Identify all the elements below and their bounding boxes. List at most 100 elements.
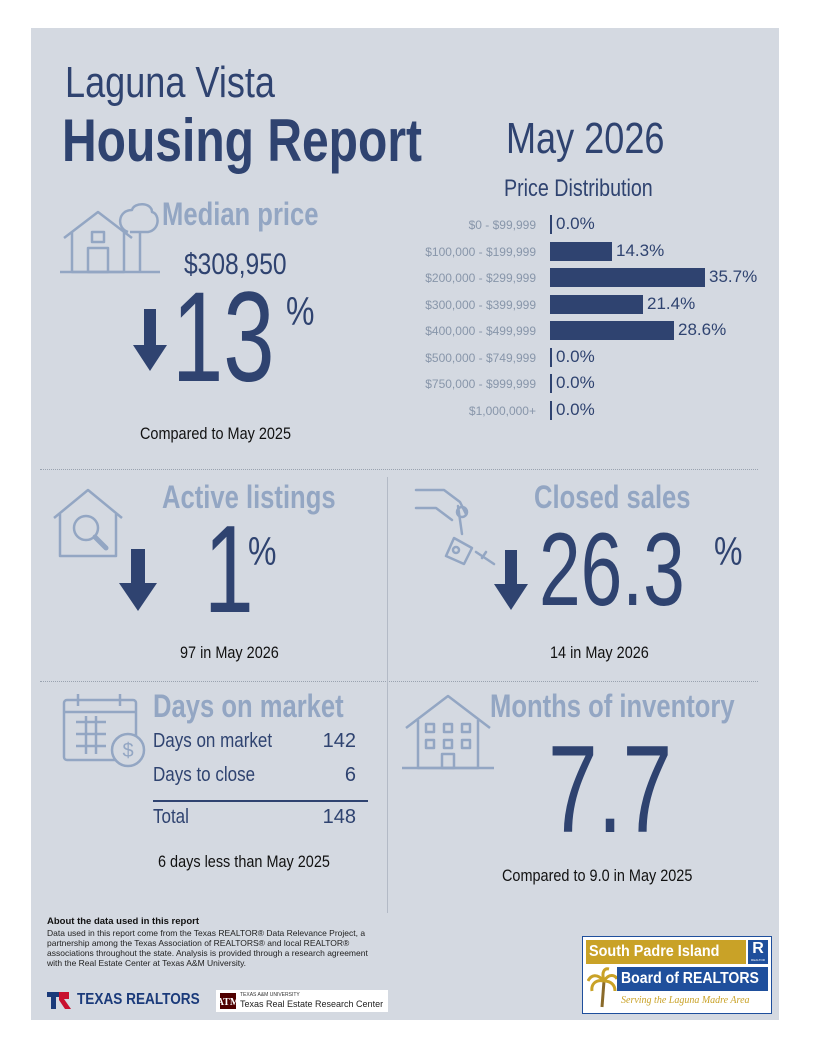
house-tree-icon <box>60 203 160 274</box>
divider-top <box>40 469 758 470</box>
months-inventory-note: Compared to 9.0 in May 2025 <box>502 866 693 885</box>
realtor-r-small: REALTOR <box>751 958 765 962</box>
median-change-number: 13 <box>172 266 275 409</box>
total-rule <box>153 800 368 802</box>
distribution-value-label: 0.0% <box>556 373 595 392</box>
realtor-r-letter: R <box>752 940 764 957</box>
closed-sales-note: 14 in May 2026 <box>550 643 649 662</box>
board-line1: South Padre Island <box>589 943 720 960</box>
closed-change-number: 26.3 <box>539 512 685 628</box>
svg-text:ATM: ATM <box>220 997 236 1008</box>
distribution-bar <box>550 294 643 314</box>
calendar-dollar-icon: $ <box>62 694 146 768</box>
distribution-value-label: 14.3% <box>616 240 665 260</box>
realtor-r-badge: R REALTOR <box>748 940 768 964</box>
median-price-label: Median price <box>162 196 319 232</box>
active-listings-note: 97 in May 2026 <box>180 643 279 662</box>
closed-change-unit: % <box>714 530 743 574</box>
closed-sales-label: Closed sales <box>534 479 691 515</box>
distribution-value-label: 35.7% <box>709 267 758 286</box>
distribution-row: $200,000 - $299,999 35.7% <box>402 265 782 291</box>
board-line2-bg <box>617 967 768 991</box>
distribution-bar <box>550 321 674 340</box>
distribution-bar <box>550 268 705 287</box>
total-row: Total 148 <box>153 806 368 829</box>
distribution-bar <box>550 400 552 420</box>
median-price-value: $308,950 <box>184 248 287 281</box>
atm-mark-icon: ATM <box>220 993 236 1009</box>
median-change-unit: % <box>286 290 315 334</box>
texas-realtors-name: TEXAS REALTORS <box>77 991 201 1008</box>
distribution-row: $1,000,000+ 0.0% <box>402 398 782 424</box>
distribution-tick-label: $200,000 - $299,999 <box>425 271 536 285</box>
tamu-small-label: TEXAS A&M UNIVERSITY <box>240 992 300 998</box>
row-label: Days to close <box>153 764 256 786</box>
table-row: Days on market 142 <box>153 730 368 753</box>
divider-vertical <box>387 477 388 913</box>
board-line1-bg <box>586 940 746 964</box>
distribution-row: $0 - $99,999 0.0% <box>402 212 782 238</box>
days-on-market-note: 6 days less than May 2025 <box>158 852 330 871</box>
days-table: Days on market 142 Days to close 6 Total… <box>153 730 368 830</box>
distribution-tick-label: $400,000 - $499,999 <box>425 324 536 338</box>
report-panel <box>31 28 779 1020</box>
distribution-tick-label: $750,000 - $999,999 <box>425 377 536 391</box>
palm-tree-icon <box>587 967 617 1008</box>
board-tagline: Serving the Laguna Madre Area <box>621 995 750 1006</box>
price-distribution-chart: $0 - $99,999 0.0% $100,000 - $199,999 14.3%… <box>402 212 782 426</box>
distribution-bar <box>550 215 552 234</box>
distribution-bar <box>550 347 552 367</box>
building-icon <box>402 694 494 770</box>
report-period: May 2026 <box>506 114 665 163</box>
table-row: Days to close 6 <box>153 764 368 787</box>
house-search-icon <box>53 488 123 558</box>
divider-middle <box>40 681 758 682</box>
board-line2: Board of REALTORS <box>621 970 759 987</box>
texas-realtors-logo: TEXAS REALTORS <box>47 990 222 1012</box>
report-title: Housing Report <box>62 107 422 174</box>
distribution-row: $500,000 - $749,999 0.0% <box>402 345 782 371</box>
tr-mark-icon <box>47 992 71 1009</box>
distribution-tick-label: $0 - $99,999 <box>468 218 536 232</box>
arrow-down-icon <box>494 550 528 610</box>
days-on-market-label: Days on market <box>153 688 344 724</box>
board-logo: South Padre Island R REALTOR Board of RE… <box>582 936 772 1014</box>
about-section: About the data used in this report Data … <box>47 916 377 968</box>
arrow-down-icon <box>133 309 167 371</box>
tamu-center-label: Texas Real Estate Research Center <box>240 999 384 1009</box>
distribution-value-label: 0.0% <box>556 399 595 419</box>
about-title: About the data used in this report <box>47 916 200 927</box>
distribution-tick-label: $1,000,000+ <box>468 403 536 418</box>
price-distribution-title: Price Distribution <box>504 175 653 202</box>
median-comparison: Compared to May 2025 <box>140 424 292 443</box>
active-change-number: 1 <box>204 501 254 639</box>
months-inventory-label: Months of inventory <box>490 688 735 724</box>
distribution-row: $400,000 - $499,999 28.6% <box>402 318 782 344</box>
total-label: Total <box>153 806 189 828</box>
svg-text:$: $ <box>122 740 133 762</box>
total-value: 148 <box>322 806 356 828</box>
arrow-down-icon <box>119 549 157 611</box>
distribution-bar <box>550 374 552 393</box>
distribution-value-label: 21.4% <box>647 293 696 313</box>
months-inventory-value: 7.7 <box>548 721 673 859</box>
tamu-logo: ATM TEXAS A&M UNIVERSITY Texas Real Esta… <box>216 990 388 1012</box>
distribution-row: $750,000 - $999,999 0.0% <box>402 371 782 397</box>
distribution-bar <box>550 241 612 261</box>
distribution-tick-label: $100,000 - $199,999 <box>425 244 536 259</box>
distribution-value-label: 0.0% <box>556 346 595 366</box>
distribution-row: $300,000 - $399,999 21.4% <box>402 292 782 318</box>
distribution-tick-label: $300,000 - $399,999 <box>425 297 536 312</box>
hand-key-icon <box>414 488 496 566</box>
active-change-unit: % <box>248 530 277 574</box>
row-value: 142 <box>322 730 356 752</box>
distribution-value-label: 28.6% <box>678 320 727 339</box>
distribution-tick-label: $500,000 - $749,999 <box>425 350 536 365</box>
city-name: Laguna Vista <box>65 58 275 107</box>
row-label: Days on market <box>153 730 273 752</box>
distribution-row: $100,000 - $199,999 14.3% <box>402 239 782 265</box>
row-value: 6 <box>344 764 356 786</box>
about-text: Data used in this report come from the T… <box>47 928 368 968</box>
distribution-value-label: 0.0% <box>556 214 595 233</box>
active-listings-label: Active listings <box>162 479 336 515</box>
